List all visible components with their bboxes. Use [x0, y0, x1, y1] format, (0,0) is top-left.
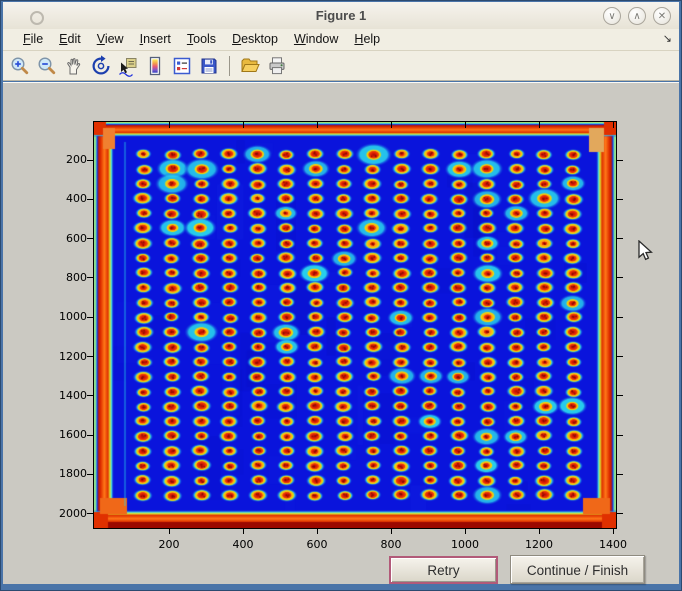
- y-tick: [616, 160, 623, 161]
- insert-colorbar-icon[interactable]: [144, 55, 166, 77]
- x-tick: [613, 528, 614, 534]
- x-tick: [317, 122, 318, 128]
- continue-finish-button[interactable]: Continue / Finish: [510, 555, 645, 584]
- menu-edit[interactable]: Edit: [51, 29, 89, 50]
- x-tick: [243, 122, 244, 128]
- y-tick: [87, 395, 94, 396]
- x-tick: [539, 122, 540, 128]
- y-tick: [87, 435, 94, 436]
- y-tick: [616, 395, 623, 396]
- y-tick: [87, 474, 94, 475]
- toolbar: [3, 51, 679, 81]
- y-tick: [616, 238, 623, 239]
- y-tick: [87, 317, 94, 318]
- y-tick: [87, 238, 94, 239]
- retry-button[interactable]: Retry: [389, 556, 498, 584]
- save-figure-icon[interactable]: [198, 55, 220, 77]
- x-tick-label: 1200: [509, 538, 569, 551]
- x-tick-label: 600: [287, 538, 347, 551]
- x-tick: [391, 528, 392, 534]
- x-tick: [169, 122, 170, 128]
- menu-overflow-icon[interactable]: ↘: [663, 32, 672, 45]
- open-file-icon[interactable]: [239, 55, 261, 77]
- x-tick-label: 800: [361, 538, 421, 551]
- menu-insert[interactable]: Insert: [132, 29, 179, 50]
- y-tick-label: 1000: [39, 310, 87, 323]
- rotate-3d-icon[interactable]: [90, 55, 112, 77]
- title-bar: Figure 1 ∨ ∧ ✕: [3, 2, 679, 30]
- y-tick-label: 1800: [39, 467, 87, 480]
- y-tick-label: 200: [39, 153, 87, 166]
- insert-legend-icon[interactable]: [171, 55, 193, 77]
- y-tick: [87, 356, 94, 357]
- data-cursor-icon[interactable]: [117, 55, 139, 77]
- y-tick-label: 400: [39, 192, 87, 205]
- x-tick: [243, 528, 244, 534]
- zoom-out-icon[interactable]: [36, 55, 58, 77]
- x-tick: [465, 528, 466, 534]
- y-tick: [616, 199, 623, 200]
- y-tick: [616, 513, 623, 514]
- menu-tools[interactable]: Tools: [179, 29, 224, 50]
- y-tick: [87, 277, 94, 278]
- zoom-in-icon[interactable]: [9, 55, 31, 77]
- x-tick-label: 1400: [583, 538, 643, 551]
- y-tick-label: 1400: [39, 389, 87, 402]
- y-tick-label: 2000: [39, 507, 87, 520]
- toolbar-separator: [229, 56, 230, 76]
- y-tick: [616, 356, 623, 357]
- menu-bar: FileEditViewInsertToolsDesktopWindowHelp…: [3, 29, 679, 51]
- x-tick: [317, 528, 318, 534]
- maximize-button[interactable]: ∧: [628, 7, 646, 25]
- y-tick: [87, 199, 94, 200]
- menu-window[interactable]: Window: [286, 29, 346, 50]
- figure-window: Figure 1 ∨ ∧ ✕ FileEditViewInsertToolsDe…: [0, 0, 682, 591]
- menu-help[interactable]: Help: [346, 29, 388, 50]
- y-tick: [616, 474, 623, 475]
- y-tick: [87, 513, 94, 514]
- y-tick-label: 1200: [39, 350, 87, 363]
- x-tick: [169, 528, 170, 534]
- print-icon[interactable]: [266, 55, 288, 77]
- plot-axes[interactable]: [93, 121, 617, 529]
- x-tick: [539, 528, 540, 534]
- menu-view[interactable]: View: [89, 29, 132, 50]
- y-tick: [87, 160, 94, 161]
- y-tick-label: 800: [39, 271, 87, 284]
- x-tick-label: 400: [213, 538, 273, 551]
- y-tick-label: 1600: [39, 428, 87, 441]
- window-title: Figure 1: [3, 2, 679, 29]
- y-tick: [616, 435, 623, 436]
- close-button[interactable]: ✕: [653, 7, 671, 25]
- menu-file[interactable]: File: [15, 29, 51, 50]
- figure-canvas: Retry Continue / Finish 200 400 600 800 1000…: [3, 82, 679, 584]
- y-tick: [616, 317, 623, 318]
- menu-desktop[interactable]: Desktop: [224, 29, 286, 50]
- y-tick: [616, 277, 623, 278]
- x-tick-label: 200: [139, 538, 199, 551]
- y-tick-label: 600: [39, 232, 87, 245]
- x-tick: [465, 122, 466, 128]
- pan-icon[interactable]: [63, 55, 85, 77]
- x-tick-label: 1000: [435, 538, 495, 551]
- minimize-button[interactable]: ∨: [603, 7, 621, 25]
- x-tick: [613, 122, 614, 128]
- x-tick: [391, 122, 392, 128]
- heatmap-image[interactable]: [94, 122, 616, 528]
- window-controls: ∨ ∧ ✕: [603, 7, 671, 25]
